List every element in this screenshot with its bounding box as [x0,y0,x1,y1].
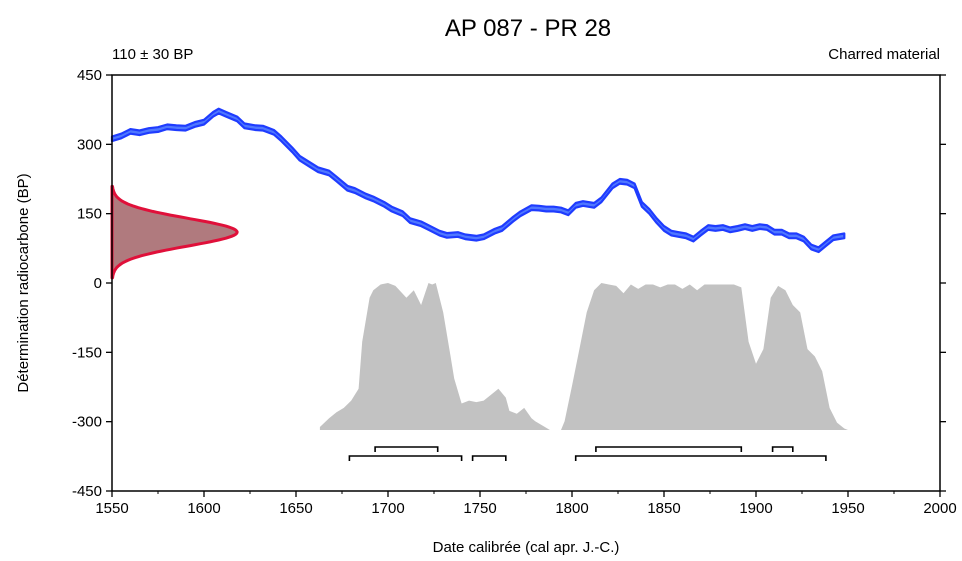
material-annotation: Charred material [828,46,940,63]
x-axis: 1550 1600 1650 1700 1750 1800 1850 1900 1950 2000 [95,491,957,517]
y-tick-label: -450 [72,483,102,500]
probability-area [319,283,848,430]
measurement-distribution-layer [110,184,239,280]
x-tick-label: 1700 [371,500,404,517]
interval-95-bracket [574,455,827,461]
y-tick-label: 150 [77,206,102,223]
y-tick-label: 450 [77,67,102,84]
x-tick-label: 2000 [923,500,956,517]
y-tick-label: -150 [72,344,102,361]
probability-distribution-layer [319,283,848,430]
y-tick-label: -300 [72,414,102,431]
x-tick-label: 1650 [279,500,312,517]
x-tick-label: 1750 [463,500,496,517]
calibration-curve-layer [110,107,846,254]
y-tick-label: 300 [77,136,102,153]
measurement-annotation: 110 ± 30 BP [112,46,193,63]
calibrated-intervals-layer [348,446,827,461]
x-tick-label: 1950 [831,500,864,517]
x-tick-label: 1550 [95,500,128,517]
interval-68-bracket [374,446,439,452]
y-tick-label: 0 [94,275,102,292]
y-axis: 450 300 150 0 -150 -300 -450 [72,67,946,500]
chart-title: AP 087 - PR 28 [445,15,611,42]
interval-68-bracket [595,446,743,452]
x-tick-label: 1800 [555,500,588,517]
calibration-curve-band [110,107,846,254]
x-tick-label: 1850 [647,500,680,517]
interval-68-bracket [771,446,794,452]
x-axis-label: Date calibrée (cal apr. J.-C.) [433,539,620,556]
interval-95-bracket [348,455,463,461]
y-axis-label: Détermination radiocarbone (BP) [15,173,32,392]
x-tick-label: 1600 [187,500,220,517]
interval-95-bracket [471,455,507,461]
x-tick-label: 1900 [739,500,772,517]
measurement-gaussian [110,184,239,280]
